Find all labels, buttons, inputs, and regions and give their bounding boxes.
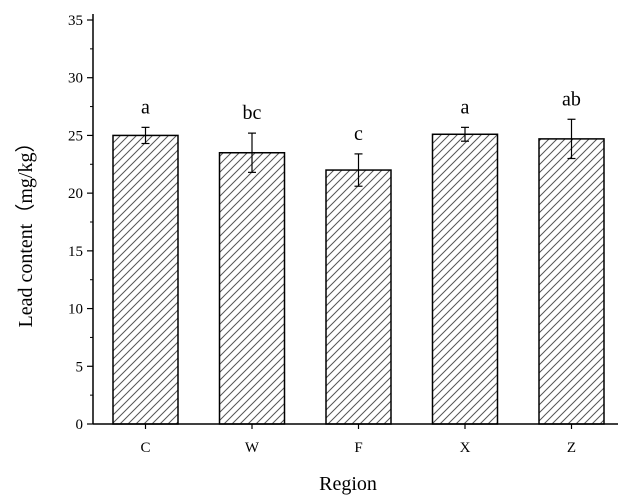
significance-label-X: a xyxy=(461,96,470,118)
x-tick-label-C: C xyxy=(140,440,150,456)
x-tick-label-X: X xyxy=(460,440,471,456)
y-tick-label: 25 xyxy=(68,128,83,144)
y-tick-label: 5 xyxy=(76,359,84,375)
significance-label-Z: ab xyxy=(562,88,581,110)
y-tick-label: 20 xyxy=(68,186,83,202)
x-axis-title: Region xyxy=(319,473,377,495)
significance-label-W: bc xyxy=(243,102,262,124)
bar-W xyxy=(218,151,286,425)
bar-C xyxy=(112,134,179,425)
axes-layer: C W F X Z 0 5 10 15 20 25 30 35 xyxy=(68,13,618,456)
bar-Z xyxy=(538,138,605,425)
bar-F xyxy=(325,169,392,425)
x-tick-label-Z: Z xyxy=(567,440,576,456)
error-bars-layer xyxy=(141,118,576,187)
y-tick-label: 10 xyxy=(68,302,83,318)
significance-label-F: c xyxy=(354,123,363,145)
bar-X xyxy=(431,133,499,425)
y-tick-label: 30 xyxy=(68,71,83,87)
significance-label-C: a xyxy=(141,96,150,118)
y-tick-label: 35 xyxy=(68,13,83,29)
y-axis-title: Lead content（mg/kg） xyxy=(14,133,37,328)
x-tick-label-W: W xyxy=(245,440,260,456)
significance-labels-layer: a bc c a ab xyxy=(141,88,581,145)
y-tick-label: 0 xyxy=(76,417,84,433)
y-tick-label: 15 xyxy=(68,244,83,260)
x-tick-label-F: F xyxy=(354,440,362,456)
